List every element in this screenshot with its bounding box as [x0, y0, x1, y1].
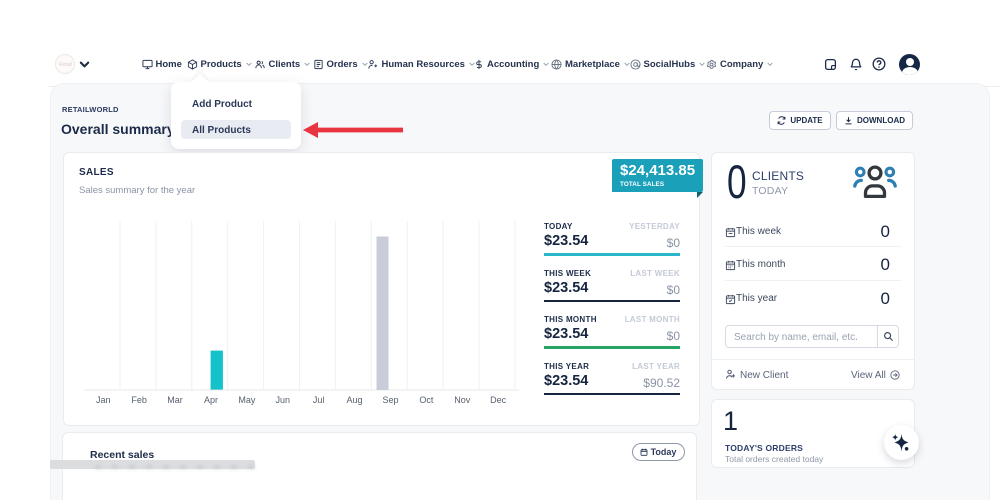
svg-text:Feb: Feb	[131, 395, 147, 405]
svg-text:Oct: Oct	[419, 395, 434, 405]
svg-text:Mar: Mar	[167, 395, 183, 405]
svg-text:Nov: Nov	[454, 395, 471, 405]
svg-text:Sep: Sep	[382, 395, 398, 405]
svg-text:Jun: Jun	[275, 395, 290, 405]
svg-text:Jan: Jan	[96, 395, 111, 405]
svg-text:Aug: Aug	[347, 395, 363, 405]
svg-text:May: May	[238, 395, 256, 405]
svg-text:Jul: Jul	[313, 395, 325, 405]
svg-text:Dec: Dec	[490, 395, 507, 405]
svg-text:Apr: Apr	[204, 395, 218, 405]
